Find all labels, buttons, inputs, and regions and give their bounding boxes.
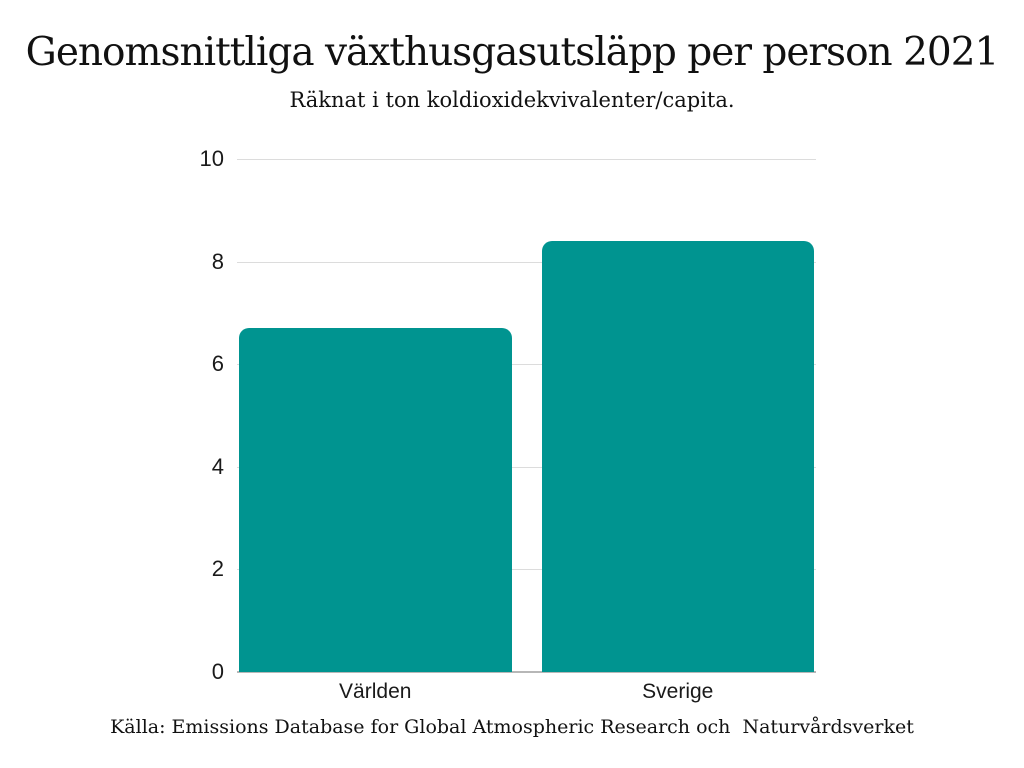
bar-sverige — [541, 241, 814, 672]
x-axis-category-label-världen: Världen — [339, 680, 412, 703]
y-axis-tick-label-6: 6 — [211, 351, 224, 377]
y-axis-tick-label-2: 2 — [211, 556, 224, 582]
chart-subtitle: Räknat i ton koldioxidekvivalenter/capit… — [289, 88, 735, 112]
gridline-y-2 — [237, 569, 816, 571]
gridline-y-6 — [237, 364, 816, 366]
y-axis-tick-label-4: 4 — [211, 453, 224, 479]
x-axis-category-label-sverige: Sverige — [642, 680, 714, 703]
y-axis-tick-label-8: 8 — [211, 248, 224, 274]
bar-världen — [239, 328, 512, 672]
x-axis-baseline — [237, 671, 816, 673]
chart-source: Källa: Emissions Database for Global Atm… — [110, 716, 914, 738]
chart-title: Genomsnittliga växthusgasutsläpp per per… — [25, 30, 1000, 75]
y-axis-tick-label-10: 10 — [199, 146, 224, 171]
gridline-y-8 — [237, 261, 816, 263]
gridline-y-10 — [237, 159, 816, 160]
y-axis-tick-label-0: 0 — [211, 659, 224, 684]
plot-area: 0 2 4 6 8 10 Världen Sverige — [200, 146, 816, 703]
gridline-y-4 — [237, 466, 816, 468]
